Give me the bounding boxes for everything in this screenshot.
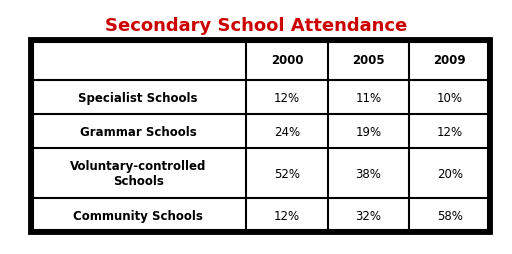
Text: 10%: 10%: [437, 91, 463, 104]
Text: 24%: 24%: [274, 125, 300, 138]
Text: Community Schools: Community Schools: [73, 209, 203, 222]
Text: Voluntary-controlled
Schools: Voluntary-controlled Schools: [70, 160, 206, 187]
Bar: [30, 40, 490, 232]
Bar: [32, 42, 487, 230]
Text: 52%: 52%: [274, 167, 300, 180]
Text: 2000: 2000: [271, 54, 303, 67]
Text: 19%: 19%: [355, 125, 381, 138]
Text: 2009: 2009: [434, 54, 466, 67]
Text: 11%: 11%: [355, 91, 381, 104]
Text: Specialist Schools: Specialist Schools: [78, 91, 198, 104]
Text: 38%: 38%: [355, 167, 381, 180]
Text: 58%: 58%: [437, 209, 463, 222]
Text: 20%: 20%: [437, 167, 463, 180]
Text: 12%: 12%: [274, 209, 300, 222]
Text: Grammar Schools: Grammar Schools: [80, 125, 197, 138]
Text: Secondary School Attendance: Secondary School Attendance: [105, 17, 407, 35]
Text: 12%: 12%: [274, 91, 300, 104]
Text: 12%: 12%: [437, 125, 463, 138]
Text: 32%: 32%: [355, 209, 381, 222]
Text: 2005: 2005: [352, 54, 385, 67]
